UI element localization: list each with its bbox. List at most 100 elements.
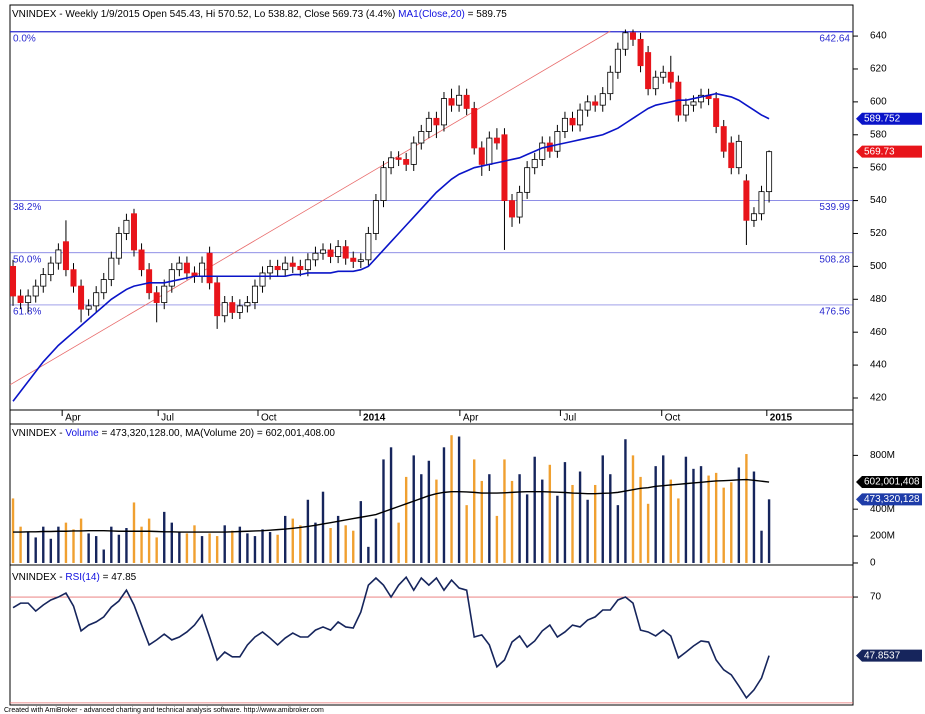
volume-bar: [442, 447, 446, 563]
volume-bar: [125, 528, 128, 563]
candle-body: [622, 32, 629, 50]
volume-bar: [450, 435, 453, 563]
fib-level-pct: 38.2%: [13, 202, 41, 213]
volume-bar: [321, 491, 325, 563]
candle-body: [524, 167, 531, 193]
volume-bar: [737, 467, 741, 563]
candle-body: [40, 274, 47, 287]
volume-bar: [767, 499, 771, 563]
volume-bar: [525, 494, 529, 563]
volume-bar: [64, 522, 68, 563]
candle-body: [569, 117, 576, 126]
volume-bar: [541, 479, 544, 563]
candle-body: [720, 126, 727, 152]
volume-bar: [457, 436, 461, 563]
volume-bar: [170, 522, 173, 563]
volume-bar: [110, 526, 113, 563]
candle-body: [501, 134, 508, 201]
fib-level-pct: 0.0%: [13, 33, 36, 44]
last-value-box-shape: [856, 145, 922, 158]
candle-body: [516, 191, 523, 218]
candle-body: [108, 257, 115, 280]
volume-bar: [344, 525, 347, 563]
candle-body: [471, 108, 478, 149]
last-value-label: 602,001,408: [864, 477, 920, 488]
volume-bar: [42, 526, 45, 563]
volume-bar: [593, 484, 597, 563]
panel-header: VNINDEX - Volume = 473,320,128.00, MA(Vo…: [12, 428, 335, 439]
volume-moving-average: [13, 478, 770, 533]
candle-body: [554, 131, 561, 152]
fib-level-pct: 61.8%: [13, 307, 41, 318]
volume-bar: [352, 530, 355, 563]
y-tick-label: 70: [870, 592, 882, 603]
volume-bar: [397, 522, 400, 563]
volume-bar: [276, 534, 279, 563]
volume-bar: [435, 479, 438, 563]
volume-bar: [314, 522, 317, 563]
volume-bar: [185, 533, 189, 563]
candle-body: [199, 262, 206, 277]
volume-bar: [359, 501, 363, 563]
panel-header: VNINDEX - Weekly 1/9/2015 Open 545.43, H…: [12, 9, 507, 20]
candle-body: [456, 94, 463, 106]
volume-bar: [624, 439, 627, 563]
candle-body: [229, 302, 236, 313]
volume-bar: [231, 530, 234, 563]
volume-bar: [730, 482, 733, 563]
volume-bar: [495, 515, 499, 563]
volume-bar: [510, 480, 514, 563]
volume-bar: [306, 499, 310, 563]
candle-body: [183, 262, 190, 274]
y-tick-label: 640: [870, 31, 887, 42]
candle-body: [667, 71, 674, 83]
candle-body: [85, 305, 92, 310]
candle-body: [312, 252, 319, 261]
candle-body: [758, 191, 765, 215]
volume-bar: [11, 498, 15, 563]
volume-bar: [26, 532, 30, 563]
candle-body: [297, 265, 304, 271]
candle-body: [153, 292, 160, 303]
volume-bar: [389, 447, 393, 563]
volume-bar: [140, 526, 143, 563]
candle-body: [70, 269, 77, 287]
volume-bar: [692, 468, 695, 563]
volume-bar: [49, 538, 53, 563]
last-value-label: 589.752: [864, 113, 901, 124]
volume-bar: [518, 474, 521, 563]
candle-body: [539, 142, 546, 160]
header-part: = 589.75: [465, 9, 507, 20]
x-tick-label: Oct: [665, 413, 681, 424]
candle-body: [176, 262, 183, 271]
volume-bar: [19, 526, 22, 563]
fib-level-value: 642.64: [819, 33, 850, 44]
volume-bar: [420, 474, 423, 563]
candle-body: [62, 241, 69, 271]
volume-bar: [284, 515, 287, 563]
volume-bar: [556, 495, 559, 563]
candle-body: [115, 233, 122, 259]
y-tick-label: 400M: [870, 504, 895, 515]
volume-bar: [480, 480, 483, 563]
volume-bar: [631, 455, 635, 563]
candle-body: [123, 219, 130, 234]
candle-body: [629, 32, 636, 40]
candle-body: [146, 269, 153, 294]
volume-bar: [473, 459, 476, 563]
candle-body: [531, 159, 538, 169]
x-tick-label: 2015: [770, 413, 793, 424]
candle-body: [289, 262, 296, 267]
candle-body: [395, 157, 402, 160]
y-tick-label: 500: [870, 261, 887, 272]
candle-body: [690, 101, 697, 106]
candle-body: [357, 259, 364, 262]
candle-body: [206, 252, 213, 284]
candle-body: [425, 117, 432, 132]
candle-body: [372, 200, 379, 234]
candle-body: [561, 117, 568, 132]
candle-body: [78, 285, 85, 310]
volume-bar: [601, 455, 604, 563]
